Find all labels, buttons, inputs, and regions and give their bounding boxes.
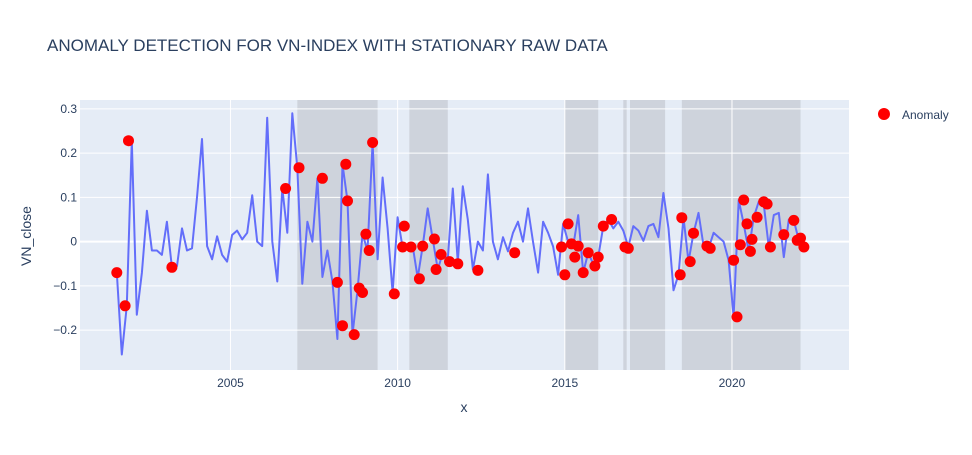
anomaly-point[interactable] [788, 214, 800, 226]
anomaly-point[interactable] [744, 245, 756, 257]
legend-anomaly-marker[interactable] [878, 108, 890, 120]
anomaly-point[interactable] [166, 261, 178, 273]
anomaly-point[interactable] [316, 172, 328, 184]
anomaly-point[interactable] [684, 256, 696, 268]
anomaly-point[interactable] [688, 227, 699, 239]
anomaly-point[interactable] [398, 220, 410, 232]
anomaly-point[interactable] [734, 239, 746, 251]
x-tick-labels: 2005 2010 2015 2020 [217, 376, 746, 390]
anomaly-point[interactable] [111, 267, 123, 279]
anomaly-point[interactable] [589, 260, 601, 272]
y-axis-label: VN_close [18, 206, 34, 266]
anomaly-point[interactable] [622, 242, 634, 254]
anomaly-point[interactable] [761, 198, 773, 210]
anomaly-point[interactable] [741, 218, 753, 230]
shaded-period [409, 100, 448, 370]
legend[interactable]: Anomaly [878, 108, 949, 122]
gridlines [80, 100, 849, 370]
anomaly-point[interactable] [509, 247, 521, 259]
y-tick-labels: 0.3 0.2 0.1 0 −0.1 −0.2 [53, 102, 77, 337]
anomaly-point[interactable] [606, 214, 618, 225]
anomaly-point[interactable] [577, 267, 589, 279]
y-tick-label: 0.1 [60, 190, 77, 204]
anomaly-point[interactable] [360, 228, 372, 240]
anomaly-point[interactable] [795, 232, 806, 244]
anomaly-point[interactable] [280, 183, 292, 194]
y-tick-label: 0 [70, 235, 77, 249]
shaded-period [564, 100, 599, 370]
x-tick-label: 2015 [551, 376, 578, 390]
anomaly-point[interactable] [452, 258, 464, 270]
x-tick-label: 2010 [384, 376, 411, 390]
x-tick-label: 2005 [217, 376, 244, 390]
anomaly-point[interactable] [751, 211, 763, 223]
anomaly-point[interactable] [562, 218, 574, 230]
anomaly-point[interactable] [572, 240, 584, 252]
shaded-period [630, 100, 666, 370]
anomaly-point[interactable] [435, 249, 447, 260]
anomaly-point[interactable] [592, 251, 604, 263]
chart-title: ANOMALY DETECTION FOR VN-INDEX WITH STAT… [47, 36, 608, 55]
anomaly-point[interactable] [367, 137, 379, 148]
anomaly-point[interactable] [676, 212, 688, 224]
legend-anomaly-label[interactable]: Anomaly [902, 108, 949, 122]
anomaly-point[interactable] [363, 245, 375, 256]
anomaly-point[interactable] [728, 254, 740, 266]
anomaly-point[interactable] [582, 247, 594, 259]
anomaly-point[interactable] [559, 269, 571, 281]
anomaly-point[interactable] [738, 194, 750, 206]
anomaly-point[interactable] [337, 320, 348, 332]
x-tick-label: 2020 [719, 376, 746, 390]
anomaly-point[interactable] [123, 135, 134, 147]
anomaly-point[interactable] [417, 240, 429, 252]
anomaly-point[interactable] [430, 264, 442, 275]
anomaly-point[interactable] [731, 311, 743, 323]
y-tick-label: 0.2 [60, 146, 77, 160]
anomaly-point[interactable] [342, 195, 353, 207]
anomaly-point[interactable] [357, 287, 368, 298]
anomaly-point[interactable] [798, 241, 810, 253]
y-tick-label: −0.2 [53, 323, 77, 337]
anomaly-point[interactable] [405, 241, 417, 253]
anomaly-point[interactable] [778, 229, 790, 241]
anomaly-point[interactable] [472, 264, 484, 276]
x-axis-label: x [461, 399, 468, 415]
y-tick-label: −0.1 [53, 279, 77, 293]
anomaly-point[interactable] [428, 233, 440, 245]
anomaly-point[interactable] [704, 242, 716, 254]
anomaly-point[interactable] [764, 241, 776, 253]
anomaly-point[interactable] [597, 220, 609, 232]
anomaly-point[interactable] [746, 233, 758, 245]
anomaly-point[interactable] [397, 241, 409, 253]
anomaly-point[interactable] [674, 269, 686, 281]
anomaly-point[interactable] [413, 273, 425, 285]
anomaly-point[interactable] [388, 288, 400, 300]
anomaly-point[interactable] [293, 162, 305, 174]
anomaly-point[interactable] [444, 256, 455, 268]
y-tick-label: 0.3 [60, 102, 77, 116]
anomaly-markers[interactable] [111, 135, 810, 341]
anomaly-point[interactable] [348, 329, 360, 341]
anomaly-point[interactable] [119, 300, 131, 312]
anomaly-point[interactable] [569, 251, 581, 263]
anomaly-point[interactable] [340, 158, 352, 170]
anomaly-point[interactable] [331, 276, 343, 288]
anomaly-point[interactable] [556, 241, 567, 253]
